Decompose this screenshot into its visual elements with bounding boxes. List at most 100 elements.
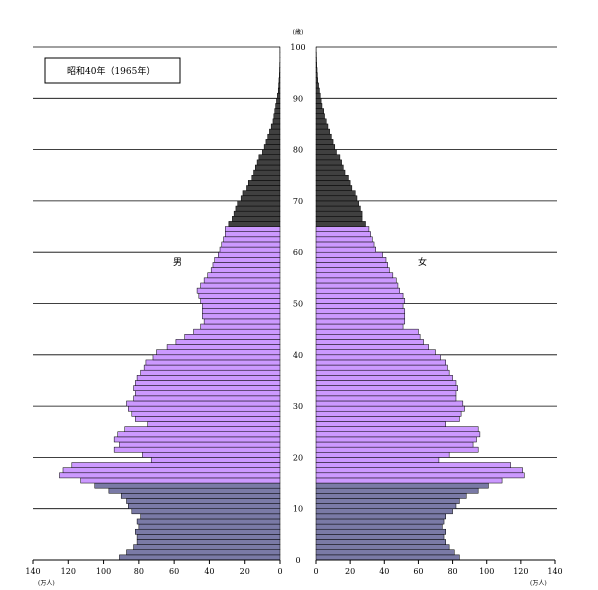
- male-bar-age-89: [276, 98, 281, 104]
- female-bar-age-84: [315, 123, 329, 130]
- male-bar-age-71: [242, 190, 281, 197]
- x-tick-label-right-100: 100: [479, 567, 494, 576]
- male-bar-age-43: [184, 334, 281, 340]
- age-axis-labels: 0 10 20 30 40 50 60 70 80 90 100: [290, 43, 305, 565]
- male-bar-age-92: [278, 82, 281, 89]
- male-bar-age-91: [277, 87, 281, 94]
- female-bar-age-71: [315, 190, 356, 197]
- female-bar-age-8: [315, 513, 446, 520]
- female-bar-age-89: [315, 98, 322, 104]
- female-bar-age-70: [315, 195, 358, 202]
- male-bar-age-15: [80, 477, 281, 484]
- female-bar-age-68: [315, 205, 361, 212]
- female-bar-age-81: [315, 139, 334, 145]
- male-bar-age-55: [207, 272, 281, 279]
- female-bar-age-4: [315, 534, 445, 540]
- male-bar-age-16: [59, 472, 281, 479]
- x-tick-label-right-140: 140: [547, 567, 562, 576]
- female-bar-age-51: [315, 292, 404, 299]
- female-bar-age-9: [315, 508, 453, 515]
- male-bar-age-9: [131, 508, 281, 515]
- male-bar-age-10: [128, 503, 281, 509]
- male-bar-age-36: [140, 369, 281, 376]
- male-bar-age-11: [126, 498, 281, 504]
- female-bar-age-25: [315, 426, 479, 432]
- female-bar-age-57: [315, 262, 388, 268]
- female-bar-age-45: [315, 323, 404, 330]
- x-tick-label-right-120: 120: [513, 567, 528, 576]
- male-bar-age-23: [113, 436, 281, 443]
- male-bar-age-38: [145, 359, 281, 366]
- x-tick-label-left-20: 20: [240, 567, 250, 576]
- chart-title: 昭和40年（1965年）: [67, 65, 155, 77]
- age-tick-label-70: 70: [293, 197, 303, 206]
- female-bar-age-72: [315, 185, 353, 191]
- x-tick-label-right-20: 20: [345, 567, 355, 576]
- x-tick-label-left-60: 60: [169, 567, 179, 576]
- male-bar-age-40: [156, 349, 281, 356]
- male-bar-age-61: [221, 241, 281, 248]
- female-bar-age-64: [315, 226, 370, 232]
- male-bar-age-17: [62, 467, 281, 474]
- male-bar-age-50: [200, 298, 281, 304]
- male-bar-age-60: [219, 246, 281, 253]
- female-bar-age-13: [315, 487, 479, 494]
- female-bar-age-86: [315, 113, 325, 120]
- female-bar-age-76: [315, 164, 344, 171]
- male-bar-age-28: [131, 410, 281, 417]
- male-bar-age-24: [117, 431, 281, 438]
- female-bar-age-21: [315, 446, 479, 453]
- male-bar-age-35: [136, 375, 281, 381]
- grid-lines: [33, 46, 557, 510]
- female-bar-age-69: [315, 200, 359, 207]
- female-bar-age-77: [315, 159, 342, 166]
- female-bar-age-49: [315, 303, 404, 309]
- male-bar-age-22: [119, 441, 281, 448]
- female-bar-age-0: [315, 554, 460, 561]
- x-tick-label-right-0: 0: [313, 567, 318, 576]
- female-bar-age-97: [315, 57, 317, 63]
- age-tick-label-80: 80: [293, 146, 303, 155]
- male-bar-age-45: [200, 323, 281, 330]
- male-bar-age-59: [218, 251, 281, 258]
- male-bar-age-33: [133, 385, 281, 391]
- male-bar-age-14: [94, 482, 281, 489]
- male-bar-age-84: [270, 123, 281, 130]
- female-bar-age-14: [315, 482, 489, 489]
- female-bar-age-23: [315, 436, 477, 443]
- female-bar-age-3: [315, 539, 446, 545]
- male-bar-age-82: [267, 133, 281, 140]
- male-bar-age-88: [275, 103, 281, 109]
- female-bar-age-36: [315, 369, 450, 376]
- male-bar-age-1: [126, 549, 281, 556]
- male-bar-age-4: [136, 534, 281, 540]
- male-bar-age-52: [196, 287, 281, 294]
- female-bar-age-2: [315, 544, 450, 550]
- age-tick-label-100: 100: [290, 43, 305, 52]
- male-bar-age-21: [113, 446, 281, 453]
- right-unit-label: (万人): [530, 580, 547, 587]
- male-bar-age-3: [136, 539, 281, 545]
- female-bar-age-15: [315, 477, 503, 484]
- female-bar-age-62: [315, 236, 373, 243]
- male-bar-age-41: [166, 344, 281, 350]
- female-bar-age-73: [315, 180, 351, 186]
- female-bar-age-82: [315, 133, 332, 140]
- male-bar-age-69: [237, 200, 281, 207]
- female-bar-age-27: [315, 416, 460, 422]
- male-bar-age-20: [142, 452, 281, 458]
- female-bar-age-47: [315, 313, 406, 320]
- male-bar-age-72: [246, 185, 281, 191]
- female-bar-age-54: [315, 277, 397, 284]
- male-bar-age-86: [273, 113, 281, 120]
- male-bar-age-87: [274, 108, 281, 114]
- female-bar-age-87: [315, 108, 324, 114]
- female-bar-age-10: [315, 503, 457, 509]
- female-bar-age-33: [315, 385, 458, 391]
- male-bar-age-94: [279, 72, 281, 79]
- female-bar-age-60: [315, 246, 376, 253]
- female-bar-age-20: [315, 452, 450, 458]
- male-bar-age-81: [265, 139, 281, 145]
- female-bar-age-34: [315, 380, 457, 386]
